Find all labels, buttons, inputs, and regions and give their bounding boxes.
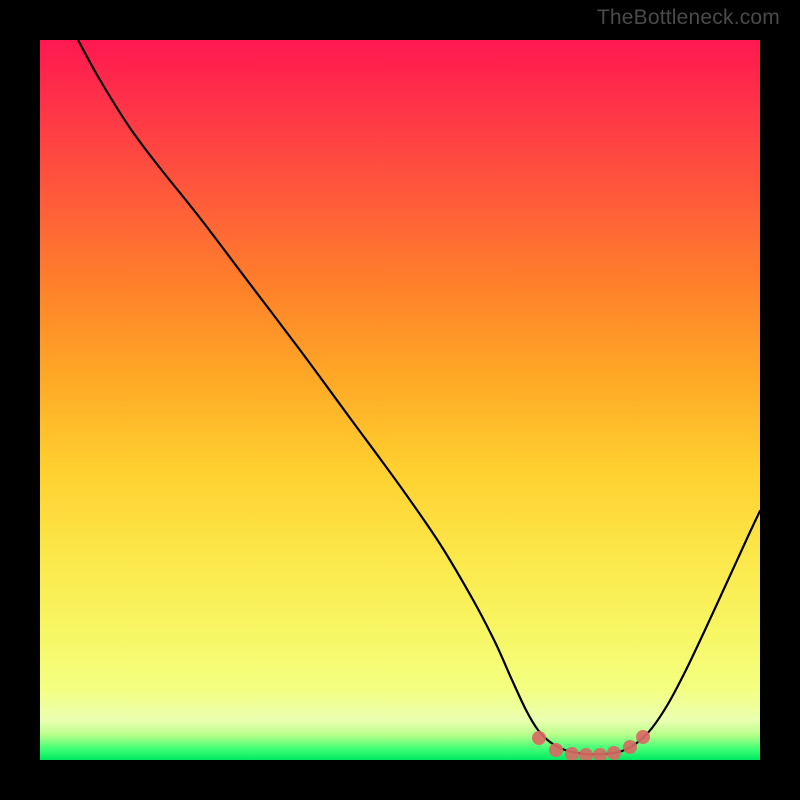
bottleneck-chart xyxy=(40,40,760,760)
marker-dot xyxy=(549,743,563,757)
marker-dot xyxy=(607,746,621,760)
watermark-text: TheBottleneck.com xyxy=(597,6,780,30)
marker-dot xyxy=(532,731,546,745)
chart-area xyxy=(40,40,760,760)
marker-dot xyxy=(636,730,650,744)
gradient-background xyxy=(40,40,760,760)
marker-dot xyxy=(623,740,637,754)
